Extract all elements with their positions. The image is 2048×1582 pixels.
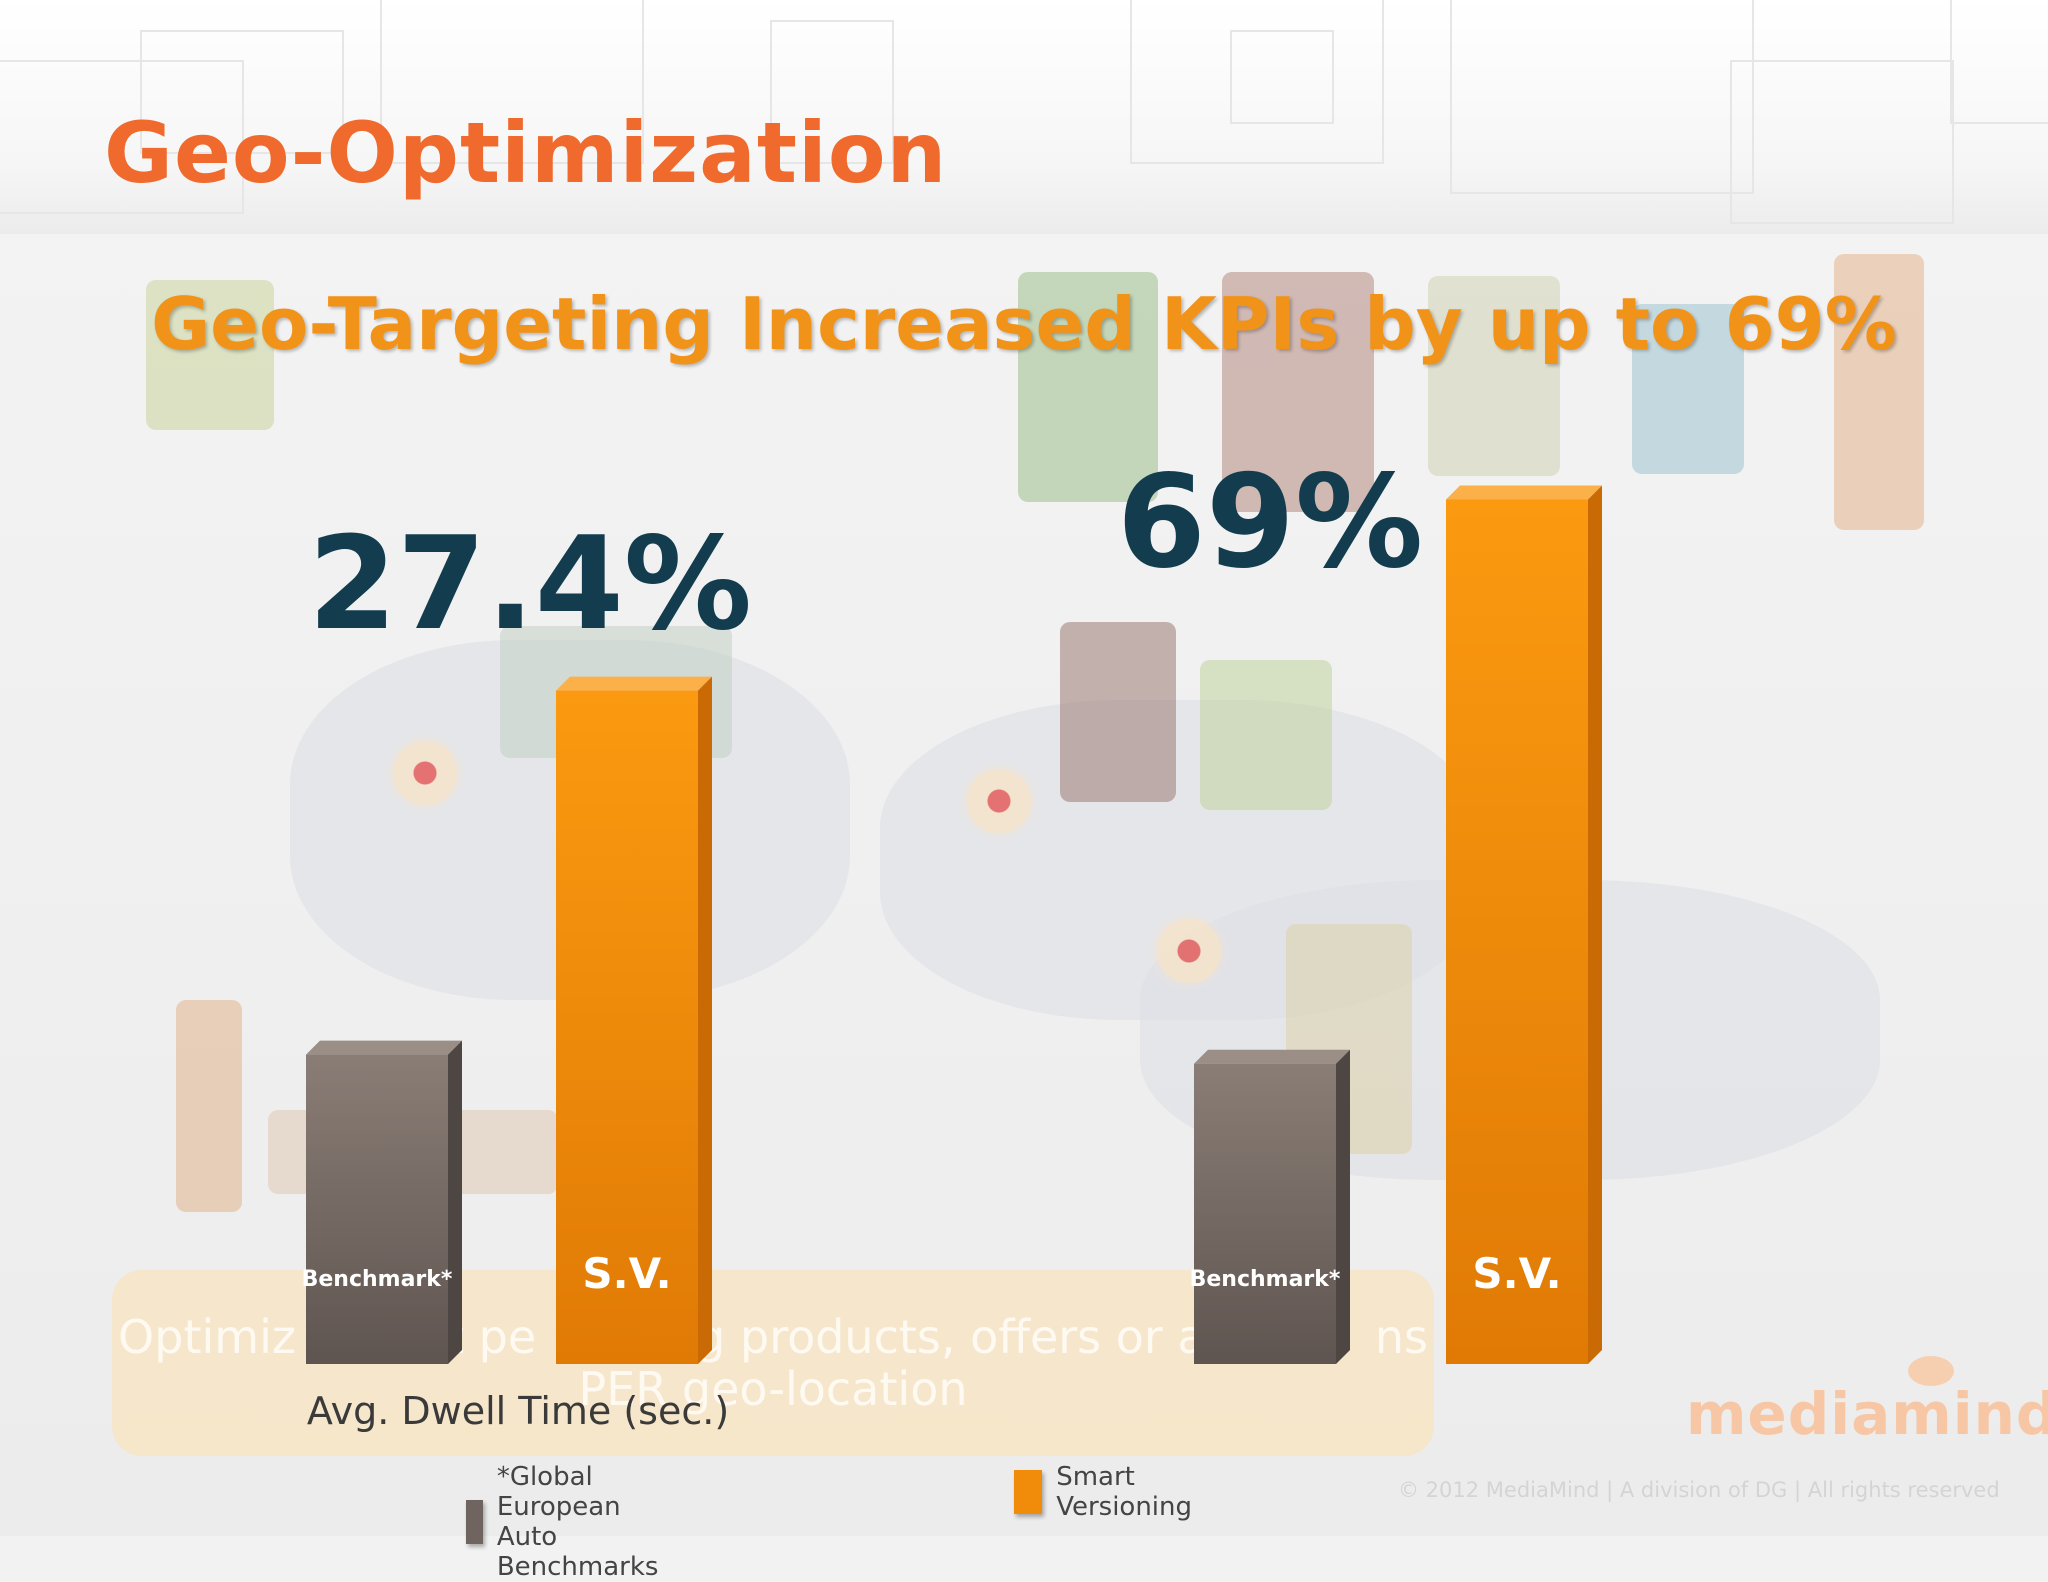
- decor-frame: [1230, 30, 1334, 124]
- product-image: [176, 1000, 242, 1212]
- product-image: [1834, 254, 1924, 530]
- decor-frame: [770, 20, 894, 164]
- mediamind-logo: mediamind: [1686, 1380, 2048, 1448]
- bar-label: S.V.: [582, 1249, 671, 1298]
- bar-side: [1336, 1049, 1350, 1364]
- decor-frame: [1130, 0, 1384, 164]
- product-image: [1018, 272, 1158, 502]
- legend-swatch: [1014, 1470, 1043, 1514]
- legend-item-smart-versioning: Smart Versioning: [1014, 1462, 1206, 1522]
- bar-side: [1588, 485, 1602, 1364]
- product-image: [146, 280, 274, 430]
- bar-benchmark: [306, 1054, 448, 1364]
- callout-line-1: Optimiz t pe g products, offers or ad ns: [118, 1310, 1428, 1364]
- product-image: [1632, 304, 1744, 474]
- legend-swatch: [466, 1500, 483, 1544]
- bar-label: Benchmark*: [1190, 1267, 1341, 1292]
- legend-label: Smart Versioning: [1056, 1462, 1193, 1522]
- slide-header: [0, 0, 2048, 234]
- product-image: [1428, 276, 1560, 476]
- location-pin-icon: [960, 762, 1038, 840]
- decor-frame: [380, 0, 644, 164]
- bar-benchmark: [1194, 1063, 1336, 1364]
- bar-smart-versioning: [1446, 499, 1588, 1364]
- product-image: [1222, 272, 1374, 512]
- bar-side: [448, 1040, 462, 1364]
- mediamind-logo-icon: [1908, 1356, 1954, 1386]
- decor-frame: [140, 30, 344, 154]
- bar-top: [556, 676, 712, 691]
- legend-item-benchmark: *Global European Auto Benchmarks: [466, 1462, 684, 1582]
- decor-frame: [1730, 60, 1954, 224]
- bar-label: Benchmark*: [302, 1267, 453, 1292]
- bar-top: [306, 1040, 462, 1055]
- bar-side: [698, 676, 712, 1364]
- bar-label: S.V.: [1472, 1249, 1561, 1298]
- slide-title: Geo-Optimization: [104, 104, 948, 202]
- product-image: [1060, 622, 1176, 802]
- bar-top: [1194, 1049, 1350, 1064]
- data-annotation: 27.4%: [308, 510, 752, 659]
- bar-top: [1446, 485, 1602, 500]
- decor-frame: [0, 60, 244, 214]
- decor-frame: [1950, 0, 2048, 124]
- callout-line-2: PER geo-location: [578, 1362, 968, 1416]
- bar-smart-versioning: [556, 690, 698, 1364]
- copyright: © 2012 MediaMind | A division of DG | Al…: [1398, 1478, 2000, 1502]
- location-pin-icon: [386, 734, 464, 812]
- headline: Geo-Targeting Increased KPIs by up to 69…: [151, 282, 1897, 366]
- product-image: [1200, 660, 1332, 810]
- data-annotation: 69%: [1117, 448, 1423, 597]
- x-axis-label: Avg. Dwell Time (sec.): [307, 1389, 729, 1433]
- bar-chart: Benchmark* S.V. 27.4% Avg. Dwell Time (sec.…: [302, 448, 1602, 1433]
- decor-frame: [1450, 0, 1754, 194]
- legend-label: *Global European Auto Benchmarks: [496, 1462, 659, 1582]
- location-pin-icon: [1150, 912, 1228, 990]
